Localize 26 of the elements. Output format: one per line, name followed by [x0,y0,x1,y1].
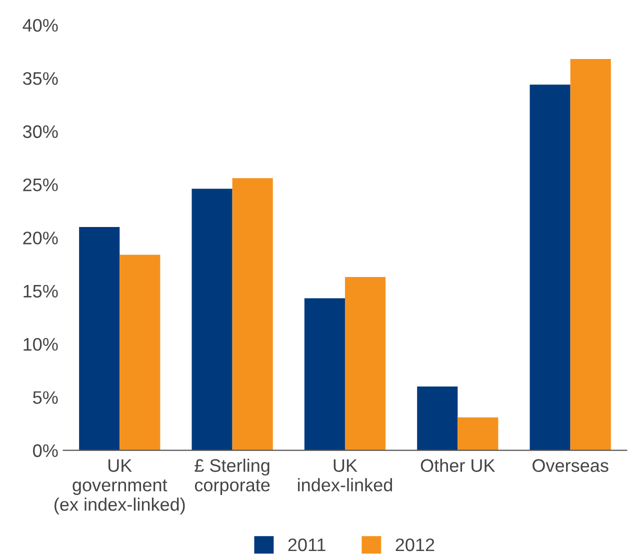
bar [458,417,498,450]
x-tick-label: UK index-linked [298,459,392,492]
bar [530,84,570,450]
bar [417,386,458,450]
bar [232,178,273,450]
y-tick-label: 10% [24,338,58,351]
legend-label: 2011 [288,538,326,552]
x-tick-label: UK government (ex index-linked) [54,459,185,514]
y-tick-label: 0% [33,444,58,458]
y-tick-label: 35% [22,72,58,85]
bar [570,59,611,450]
x-tick-label: £ Sterling corporate [194,458,270,495]
y-tick-label: 25% [23,178,58,192]
y-tick-label: 15% [24,284,58,298]
bar [120,254,160,450]
bar [79,227,120,450]
y-tick-label: 5% [33,391,58,404]
bar [344,277,386,450]
y-tick-label: 30% [22,125,58,138]
x-tick-label: Other UK [420,458,496,472]
bar [192,188,232,450]
x-tick-label: Overseas [532,459,608,472]
bar [304,298,345,450]
y-tick-label: 40% [22,18,58,32]
legend-label: 2012 [396,538,434,552]
y-tick-label: 20% [23,232,58,244]
